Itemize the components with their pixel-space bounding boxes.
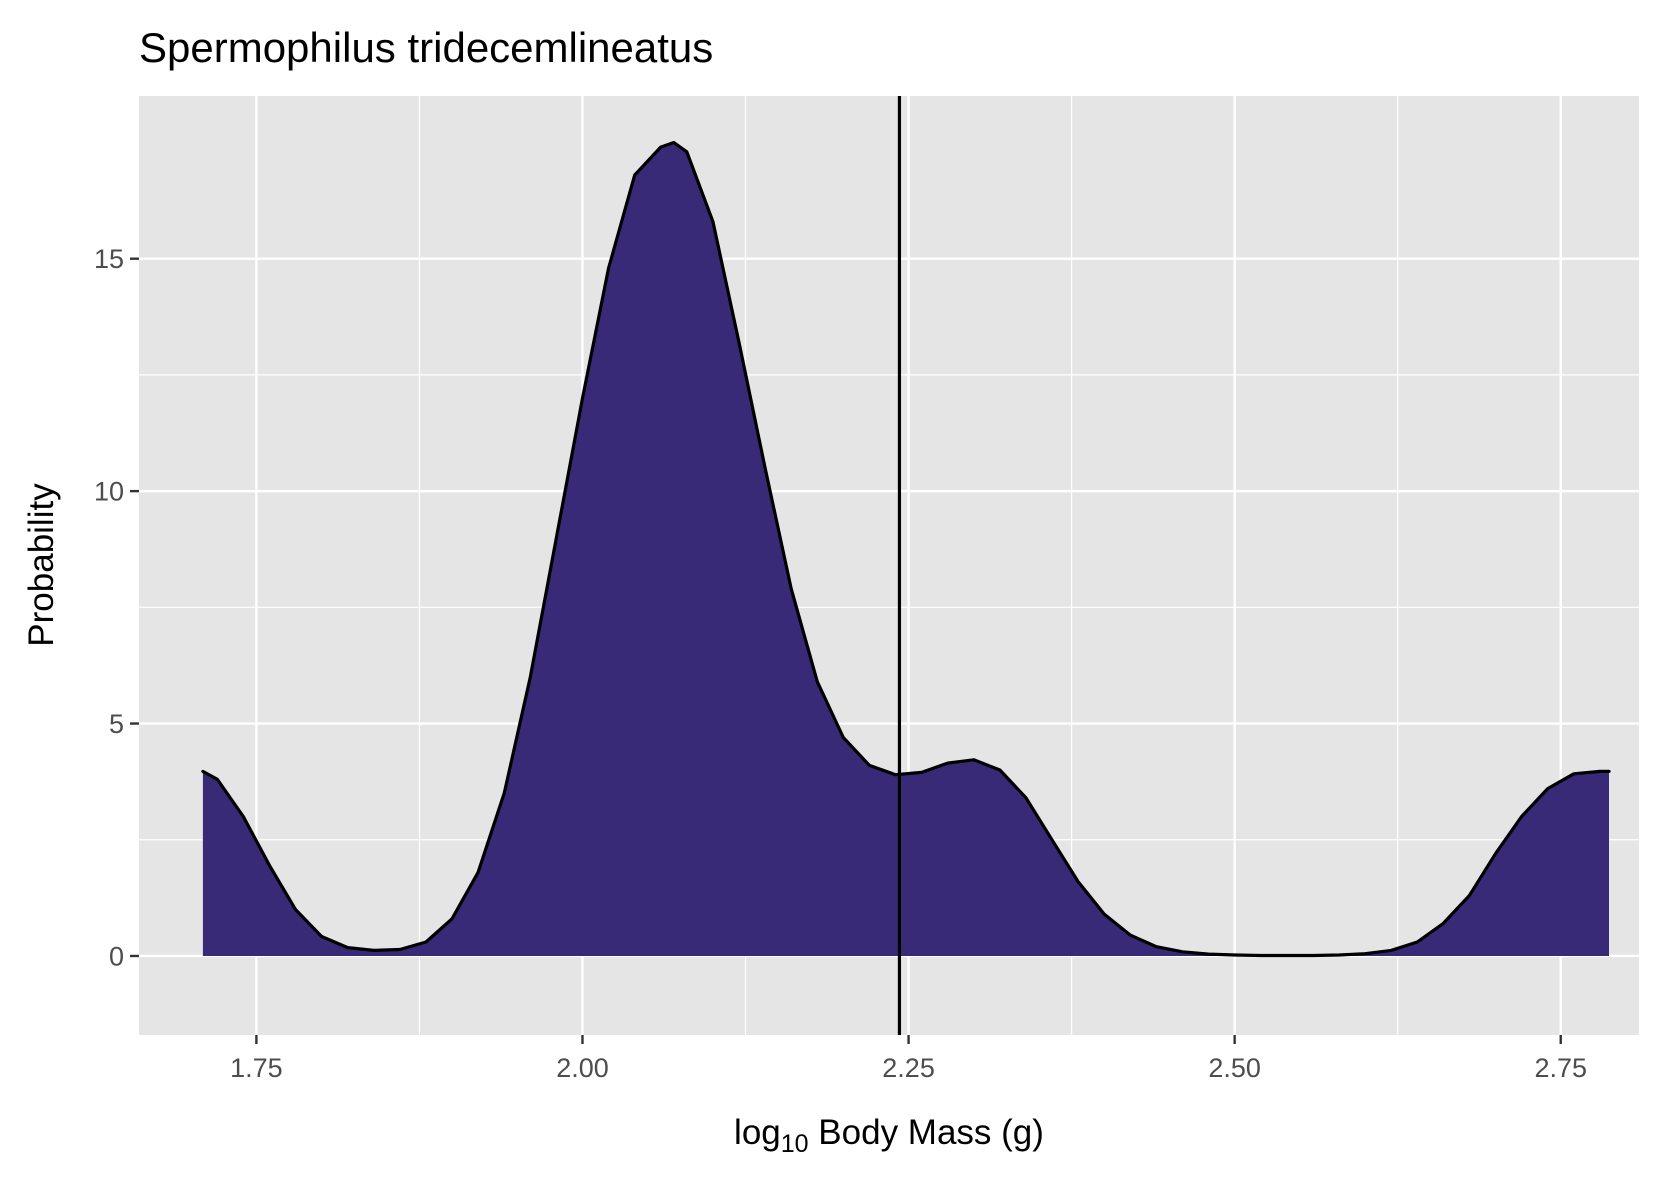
y-axis: 0 5 10 15	[94, 244, 139, 971]
y-tick-label: 15	[94, 244, 124, 274]
density-area	[202, 142, 1609, 956]
x-tick-label: 2.25	[882, 1053, 935, 1083]
x-tick-label: 2.75	[1534, 1053, 1587, 1083]
x-tick-label: 2.50	[1208, 1053, 1261, 1083]
y-axis-title: Probability	[22, 483, 61, 647]
density-layer	[201, 140, 1611, 958]
x-tick-label: 1.75	[230, 1053, 283, 1083]
x-axis-title-rest: Body Mass (g)	[809, 1113, 1044, 1152]
x-axis-title: log10 Body Mass (g)	[734, 1113, 1044, 1158]
x-axis-title-subscript: 10	[781, 1130, 809, 1158]
x-axis-title-main: log	[734, 1113, 781, 1152]
y-tick-label: 0	[109, 941, 124, 971]
y-tick-label: 5	[109, 709, 124, 739]
x-tick-label: 2.00	[556, 1053, 609, 1083]
y-tick-label: 10	[94, 477, 124, 507]
density-outline	[201, 140, 1611, 958]
x-axis: 1.75 2.00 2.25 2.50 2.75	[230, 1035, 1587, 1083]
chart-title: Spermophilus tridecemlineatus	[139, 24, 713, 71]
